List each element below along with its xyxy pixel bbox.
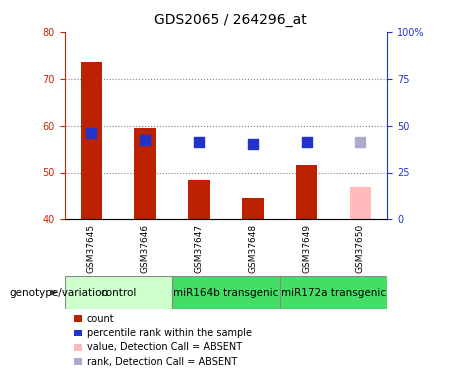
Bar bbox=[65, 276, 172, 309]
Text: control: control bbox=[100, 288, 136, 297]
Bar bbox=[242, 198, 264, 219]
Text: GSM37647: GSM37647 bbox=[195, 224, 203, 273]
Point bbox=[249, 141, 256, 147]
Text: GSM37649: GSM37649 bbox=[302, 224, 311, 273]
Text: GSM37650: GSM37650 bbox=[356, 224, 365, 273]
Point bbox=[88, 130, 95, 136]
Text: miR164b transgenic: miR164b transgenic bbox=[173, 288, 278, 297]
Text: rank, Detection Call = ABSENT: rank, Detection Call = ABSENT bbox=[87, 357, 237, 366]
Bar bbox=[296, 165, 317, 219]
Bar bbox=[188, 180, 210, 219]
Text: GSM37646: GSM37646 bbox=[141, 224, 150, 273]
Text: percentile rank within the sample: percentile rank within the sample bbox=[87, 328, 252, 338]
Point bbox=[303, 139, 310, 145]
Text: GDS2065 / 264296_at: GDS2065 / 264296_at bbox=[154, 13, 307, 27]
Text: GSM37648: GSM37648 bbox=[248, 224, 257, 273]
Point bbox=[357, 139, 364, 145]
Bar bbox=[172, 276, 280, 309]
Point bbox=[142, 137, 149, 143]
Bar bbox=[280, 276, 387, 309]
Bar bbox=[135, 128, 156, 219]
Text: GSM37645: GSM37645 bbox=[87, 224, 96, 273]
Text: value, Detection Call = ABSENT: value, Detection Call = ABSENT bbox=[87, 342, 242, 352]
Text: genotype/variation: genotype/variation bbox=[9, 288, 108, 297]
Text: count: count bbox=[87, 314, 114, 324]
Bar bbox=[81, 62, 102, 219]
Text: miR172a transgenic: miR172a transgenic bbox=[281, 288, 386, 297]
Bar bbox=[349, 187, 371, 219]
Point bbox=[195, 139, 203, 145]
